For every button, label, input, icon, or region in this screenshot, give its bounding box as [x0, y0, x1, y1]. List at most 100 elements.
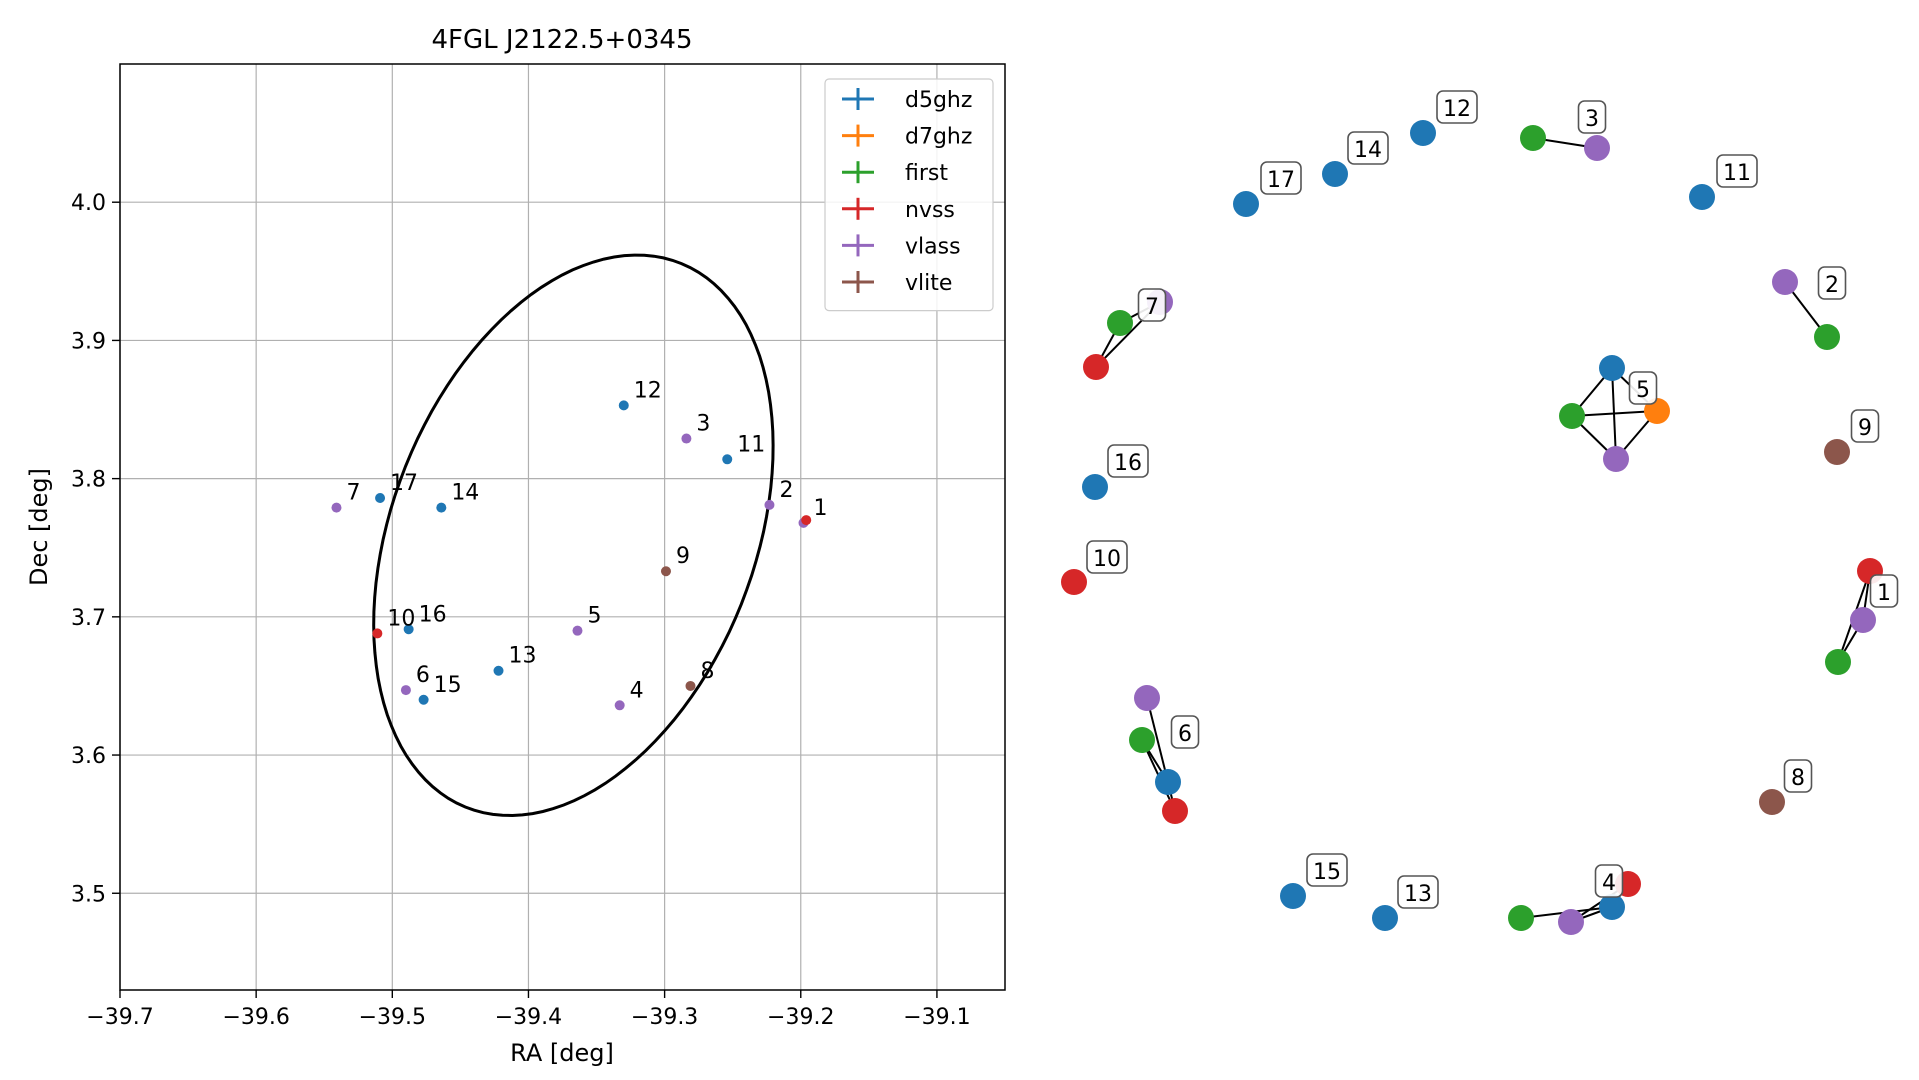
- y-tick-label: 3.5: [71, 882, 106, 907]
- network-label: 1: [1877, 581, 1891, 606]
- point-label: 4: [630, 678, 644, 703]
- network-node: [1372, 905, 1398, 931]
- data-point: [764, 499, 775, 510]
- network-label: 17: [1267, 168, 1295, 193]
- network-label: 14: [1354, 138, 1382, 163]
- network-label-box: [1817, 266, 1847, 300]
- x-tick-label: −39.3: [631, 1005, 698, 1030]
- y-tick-label: 3.9: [71, 329, 106, 354]
- network-label: 4: [1602, 871, 1616, 896]
- legend: d5ghz d7ghz first nvss vlass vlite: [824, 78, 994, 312]
- network-node: [1825, 649, 1851, 675]
- y-tick-label: 4.0: [71, 191, 106, 216]
- network-node: [1082, 474, 1108, 500]
- y-tick-label: 3.6: [71, 744, 106, 769]
- data-point: [403, 624, 414, 635]
- network-node: [1134, 685, 1160, 711]
- point-label: 14: [451, 481, 479, 506]
- network-label-box: [1260, 161, 1302, 195]
- network-node: [1162, 798, 1188, 824]
- point-label: 15: [434, 673, 462, 698]
- network-label: 6: [1178, 722, 1192, 747]
- network-node: [1850, 607, 1876, 633]
- network-node: [1083, 354, 1109, 380]
- point-label: 3: [696, 412, 710, 437]
- data-point: [660, 566, 671, 577]
- y-axis-ticks: 3.5 3.6 3.7 3.8 3.9 4.0: [71, 191, 120, 907]
- legend-label: d7ghz: [905, 125, 972, 150]
- network-node: [1599, 355, 1625, 381]
- y-axis-label: Dec [deg]: [25, 468, 53, 586]
- network-label-box: [1347, 131, 1389, 165]
- network-label: 2: [1825, 273, 1839, 298]
- x-tick-label: −39.6: [222, 1005, 289, 1030]
- network-nodes: [1061, 120, 1883, 935]
- network-node: [1508, 905, 1534, 931]
- point-label: 1: [813, 496, 827, 521]
- x-axis-label: RA [deg]: [510, 1039, 614, 1067]
- data-point: [375, 492, 386, 503]
- network-node: [1584, 135, 1610, 161]
- network-node: [1824, 439, 1850, 465]
- error-ellipse-path: [372, 253, 775, 818]
- network-label-box: [1397, 875, 1439, 909]
- network-node: [1129, 727, 1155, 753]
- legend-label: first: [905, 161, 948, 186]
- points: [331, 400, 812, 711]
- x-tick-label: −39.4: [495, 1005, 562, 1030]
- legend-label: nvss: [905, 198, 955, 223]
- network-label-box: [1869, 574, 1899, 608]
- network-label-box: [1107, 444, 1149, 478]
- data-point: [722, 454, 733, 465]
- network-node: [1155, 769, 1181, 795]
- network-node: [1280, 883, 1306, 909]
- network-label-box: [1716, 154, 1758, 188]
- network-label: 3: [1585, 107, 1599, 132]
- x-tick-label: −39.7: [86, 1005, 153, 1030]
- network-label: 13: [1404, 882, 1432, 907]
- network-label-box: [1594, 864, 1624, 898]
- point-label: 16: [419, 602, 447, 627]
- network-label-box: [1783, 759, 1813, 793]
- data-point: [685, 680, 696, 691]
- data-point: [493, 665, 504, 676]
- network-edge: [1146, 697, 1169, 783]
- x-tick-label: −39.1: [903, 1005, 970, 1030]
- network-label-box: [1170, 715, 1200, 749]
- network-node: [1599, 894, 1625, 920]
- network-label: 7: [1145, 295, 1159, 320]
- chart-title: 4FGL J2122.5+0345: [432, 25, 693, 55]
- y-tick-label: 3.8: [71, 468, 106, 493]
- network-label-box: [1628, 371, 1658, 405]
- network-label-box: [1577, 100, 1607, 134]
- data-point: [618, 400, 629, 411]
- data-point: [801, 515, 812, 526]
- data-point: [400, 685, 411, 696]
- network-node: [1322, 161, 1348, 187]
- x-axis-ticks: −39.7 −39.6 −39.5 −39.4 −39.3 −39.2 −39.1: [86, 990, 971, 1030]
- network-node: [1061, 569, 1087, 595]
- point-label: 9: [676, 544, 690, 569]
- point-label: 13: [509, 644, 537, 669]
- network-label: 9: [1858, 416, 1872, 441]
- network-label-box: [1137, 288, 1167, 322]
- point-label: 7: [346, 481, 360, 506]
- network-label: 12: [1443, 97, 1471, 122]
- network-node: [1689, 184, 1715, 210]
- legend-label: vlass: [905, 234, 961, 259]
- data-point: [572, 625, 583, 636]
- network-node: [1410, 120, 1436, 146]
- network-edges: [1095, 137, 1871, 923]
- network-node: [1759, 789, 1785, 815]
- axes-frame: [119, 63, 1006, 991]
- x-tick-label: −39.2: [767, 1005, 834, 1030]
- network-node: [1772, 269, 1798, 295]
- network-node: [1520, 125, 1546, 151]
- network-node: [1559, 403, 1585, 429]
- point-label: 2: [779, 478, 793, 503]
- network-node: [1107, 310, 1133, 336]
